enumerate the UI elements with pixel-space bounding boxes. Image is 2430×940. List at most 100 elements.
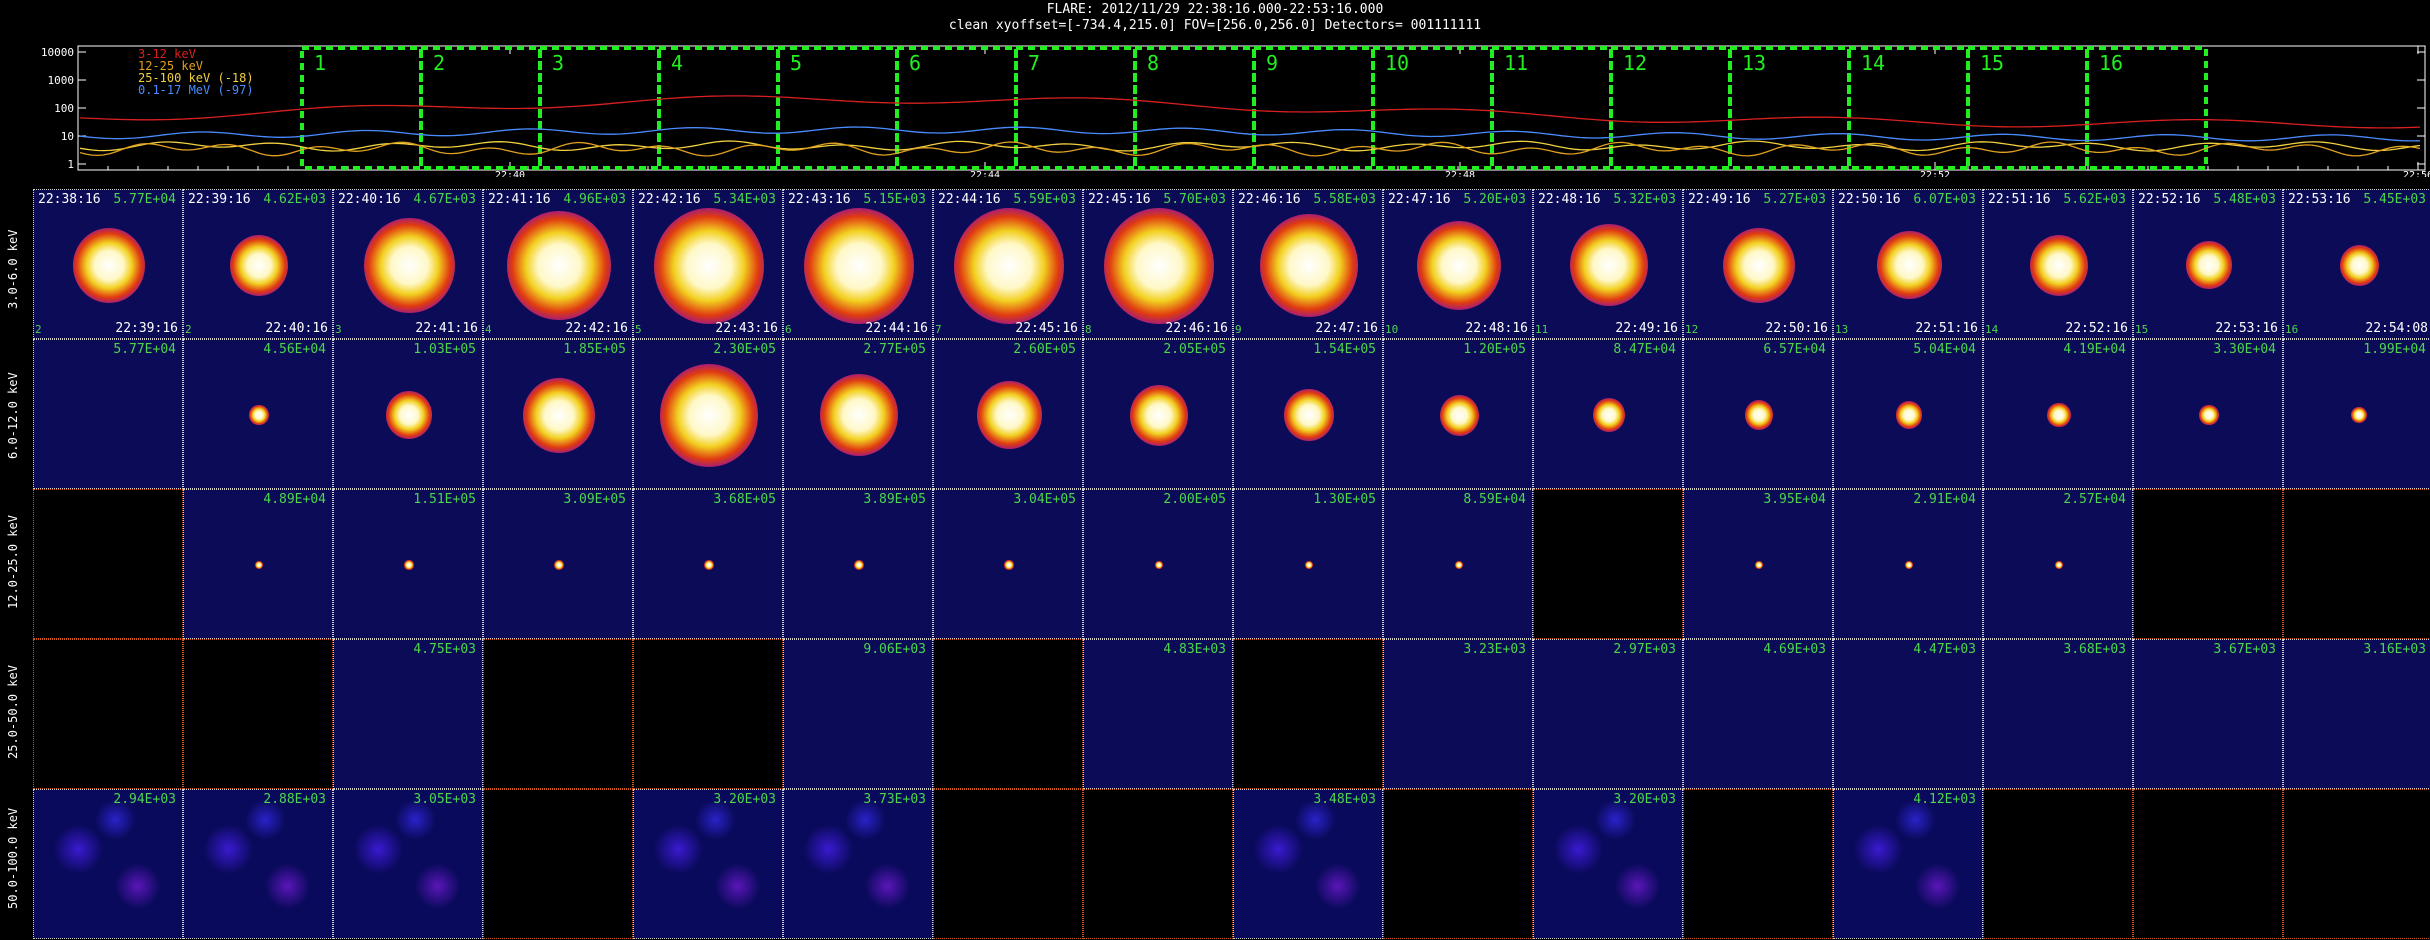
end-time-label: 22:43:16 xyxy=(715,321,778,336)
interval-label: 5 xyxy=(790,51,802,75)
count-label: 2.05E+05 xyxy=(1163,342,1226,357)
end-time-label: 22:39:16 xyxy=(115,321,178,336)
flare-source xyxy=(1755,560,1763,570)
count-label: 3.16E+03 xyxy=(2363,642,2426,657)
start-time-label: 22:47:16 xyxy=(1388,192,1451,207)
image-cell xyxy=(483,789,633,939)
flare-source xyxy=(2339,244,2379,286)
flare-source xyxy=(1905,560,1913,570)
image-cell: 2.97E+03 xyxy=(1533,639,1683,789)
image-cell xyxy=(933,789,1083,939)
flare-source xyxy=(1439,394,1479,436)
start-time-label: 22:39:16 xyxy=(188,192,251,207)
count-label: 5.77E+04 xyxy=(113,192,176,207)
start-time-label: 22:51:16 xyxy=(1988,192,2051,207)
count-label: 4.12E+03 xyxy=(1913,792,1976,807)
interval-label: 14 xyxy=(1861,51,1885,75)
count-label: 2.91E+04 xyxy=(1913,492,1976,507)
image-cell: 3.09E+05 xyxy=(483,489,633,639)
flare-source xyxy=(2055,560,2063,570)
image-cell: 1.51E+05 xyxy=(333,489,483,639)
count-label: 4.69E+03 xyxy=(1763,642,1826,657)
flare-source xyxy=(1723,227,1795,303)
image-cell: 3.20E+03 xyxy=(633,789,783,939)
energy-band-label: 12.0-25.0 keV xyxy=(6,515,20,609)
image-cell: 1.85E+05 xyxy=(483,339,633,489)
image-cell: 5.20E+03 22:47:16 22:48:16 10 xyxy=(1383,189,1533,339)
image-cell: 5.62E+03 22:51:16 22:52:16 14 xyxy=(1983,189,2133,339)
curve-0.1-17mev xyxy=(79,126,2421,142)
interval-label: 13 xyxy=(1742,51,1766,75)
image-cell xyxy=(1233,639,1383,789)
image-cell: 4.89E+04 xyxy=(183,489,333,639)
flare-source xyxy=(2351,406,2367,424)
interval-index-label: 4 xyxy=(485,323,492,336)
y-tick-label: 1000 xyxy=(48,74,75,87)
image-cell xyxy=(2283,489,2430,639)
count-label: 5.27E+03 xyxy=(1763,192,1826,207)
count-label: 3.89E+05 xyxy=(863,492,926,507)
flare-source xyxy=(507,210,611,321)
image-cell xyxy=(33,639,183,789)
flare-source xyxy=(523,377,595,453)
image-cell xyxy=(33,489,183,639)
flare-source xyxy=(1896,401,1922,429)
image-cell: 6.57E+04 xyxy=(1683,339,1833,489)
count-label: 2.60E+05 xyxy=(1013,342,1076,357)
end-time-label: 22:51:16 xyxy=(1915,321,1978,336)
image-cell: 2.77E+05 xyxy=(783,339,933,489)
image-cell: 2.00E+05 xyxy=(1083,489,1233,639)
image-cell: 3.73E+03 xyxy=(783,789,933,939)
count-label: 3.04E+05 xyxy=(1013,492,1076,507)
flare-source xyxy=(249,404,269,426)
image-cell: 2.94E+03 xyxy=(33,789,183,939)
end-time-label: 22:41:16 xyxy=(415,321,478,336)
image-cell: 5.77E+04 22:38:16 22:39:16 2 xyxy=(33,189,183,339)
start-time-label: 22:45:16 xyxy=(1088,192,1151,207)
interval-index-label: 2 xyxy=(185,323,192,336)
flare-source xyxy=(2047,402,2071,428)
image-cell xyxy=(1083,789,1233,939)
y-tick-label: 10000 xyxy=(41,46,74,59)
count-label: 4.67E+03 xyxy=(413,192,476,207)
image-cell: 9.06E+03 xyxy=(783,639,933,789)
image-cell xyxy=(483,639,633,789)
count-label: 5.34E+03 xyxy=(713,192,776,207)
interval-label: 3 xyxy=(552,51,564,75)
count-label: 3.68E+03 xyxy=(2063,642,2126,657)
image-cell: 4.67E+03 22:40:16 22:41:16 3 xyxy=(333,189,483,339)
flare-source xyxy=(1876,231,1942,300)
image-cell xyxy=(933,639,1083,789)
image-cell: 5.59E+03 22:44:16 22:45:16 7 xyxy=(933,189,1083,339)
flare-title: FLARE: 2012/11/29 22:38:16.000-22:53:16.… xyxy=(1046,2,1384,17)
image-cell: 1.20E+05 xyxy=(1383,339,1533,489)
interval-index-label: 2 xyxy=(35,323,42,336)
interval-label: 6 xyxy=(909,51,921,75)
interval-index-label: 6 xyxy=(785,323,792,336)
count-label: 5.20E+03 xyxy=(1463,192,1526,207)
image-cell: 1.54E+05 xyxy=(1233,339,1383,489)
start-time-label: 22:52:16 xyxy=(2138,192,2201,207)
interval-label: 12 xyxy=(1623,51,1647,75)
flare-source xyxy=(853,559,865,571)
count-label: 2.97E+03 xyxy=(1613,642,1676,657)
image-cell: 3.95E+04 xyxy=(1683,489,1833,639)
count-label: 1.03E+05 xyxy=(413,342,476,357)
interval-label: 4 xyxy=(671,51,683,75)
end-time-label: 22:47:16 xyxy=(1315,321,1378,336)
curve-3-12kev xyxy=(79,95,2421,129)
image-cell: 3.67E+03 xyxy=(2133,639,2283,789)
plot-header: FLARE: 2012/11/29 22:38:16.000-22:53:16.… xyxy=(0,0,2430,34)
flare-source xyxy=(1284,389,1334,442)
flare-source xyxy=(1455,560,1463,570)
count-label: 3.09E+05 xyxy=(563,492,626,507)
flare-source xyxy=(2199,404,2219,426)
end-time-label: 22:44:16 xyxy=(865,321,928,336)
count-label: 8.59E+04 xyxy=(1463,492,1526,507)
count-label: 4.83E+03 xyxy=(1163,642,1226,657)
count-label: 9.06E+03 xyxy=(863,642,926,657)
interval-index-label: 5 xyxy=(635,323,642,336)
count-label: 4.47E+03 xyxy=(1913,642,1976,657)
image-cell: 1.03E+05 xyxy=(333,339,483,489)
